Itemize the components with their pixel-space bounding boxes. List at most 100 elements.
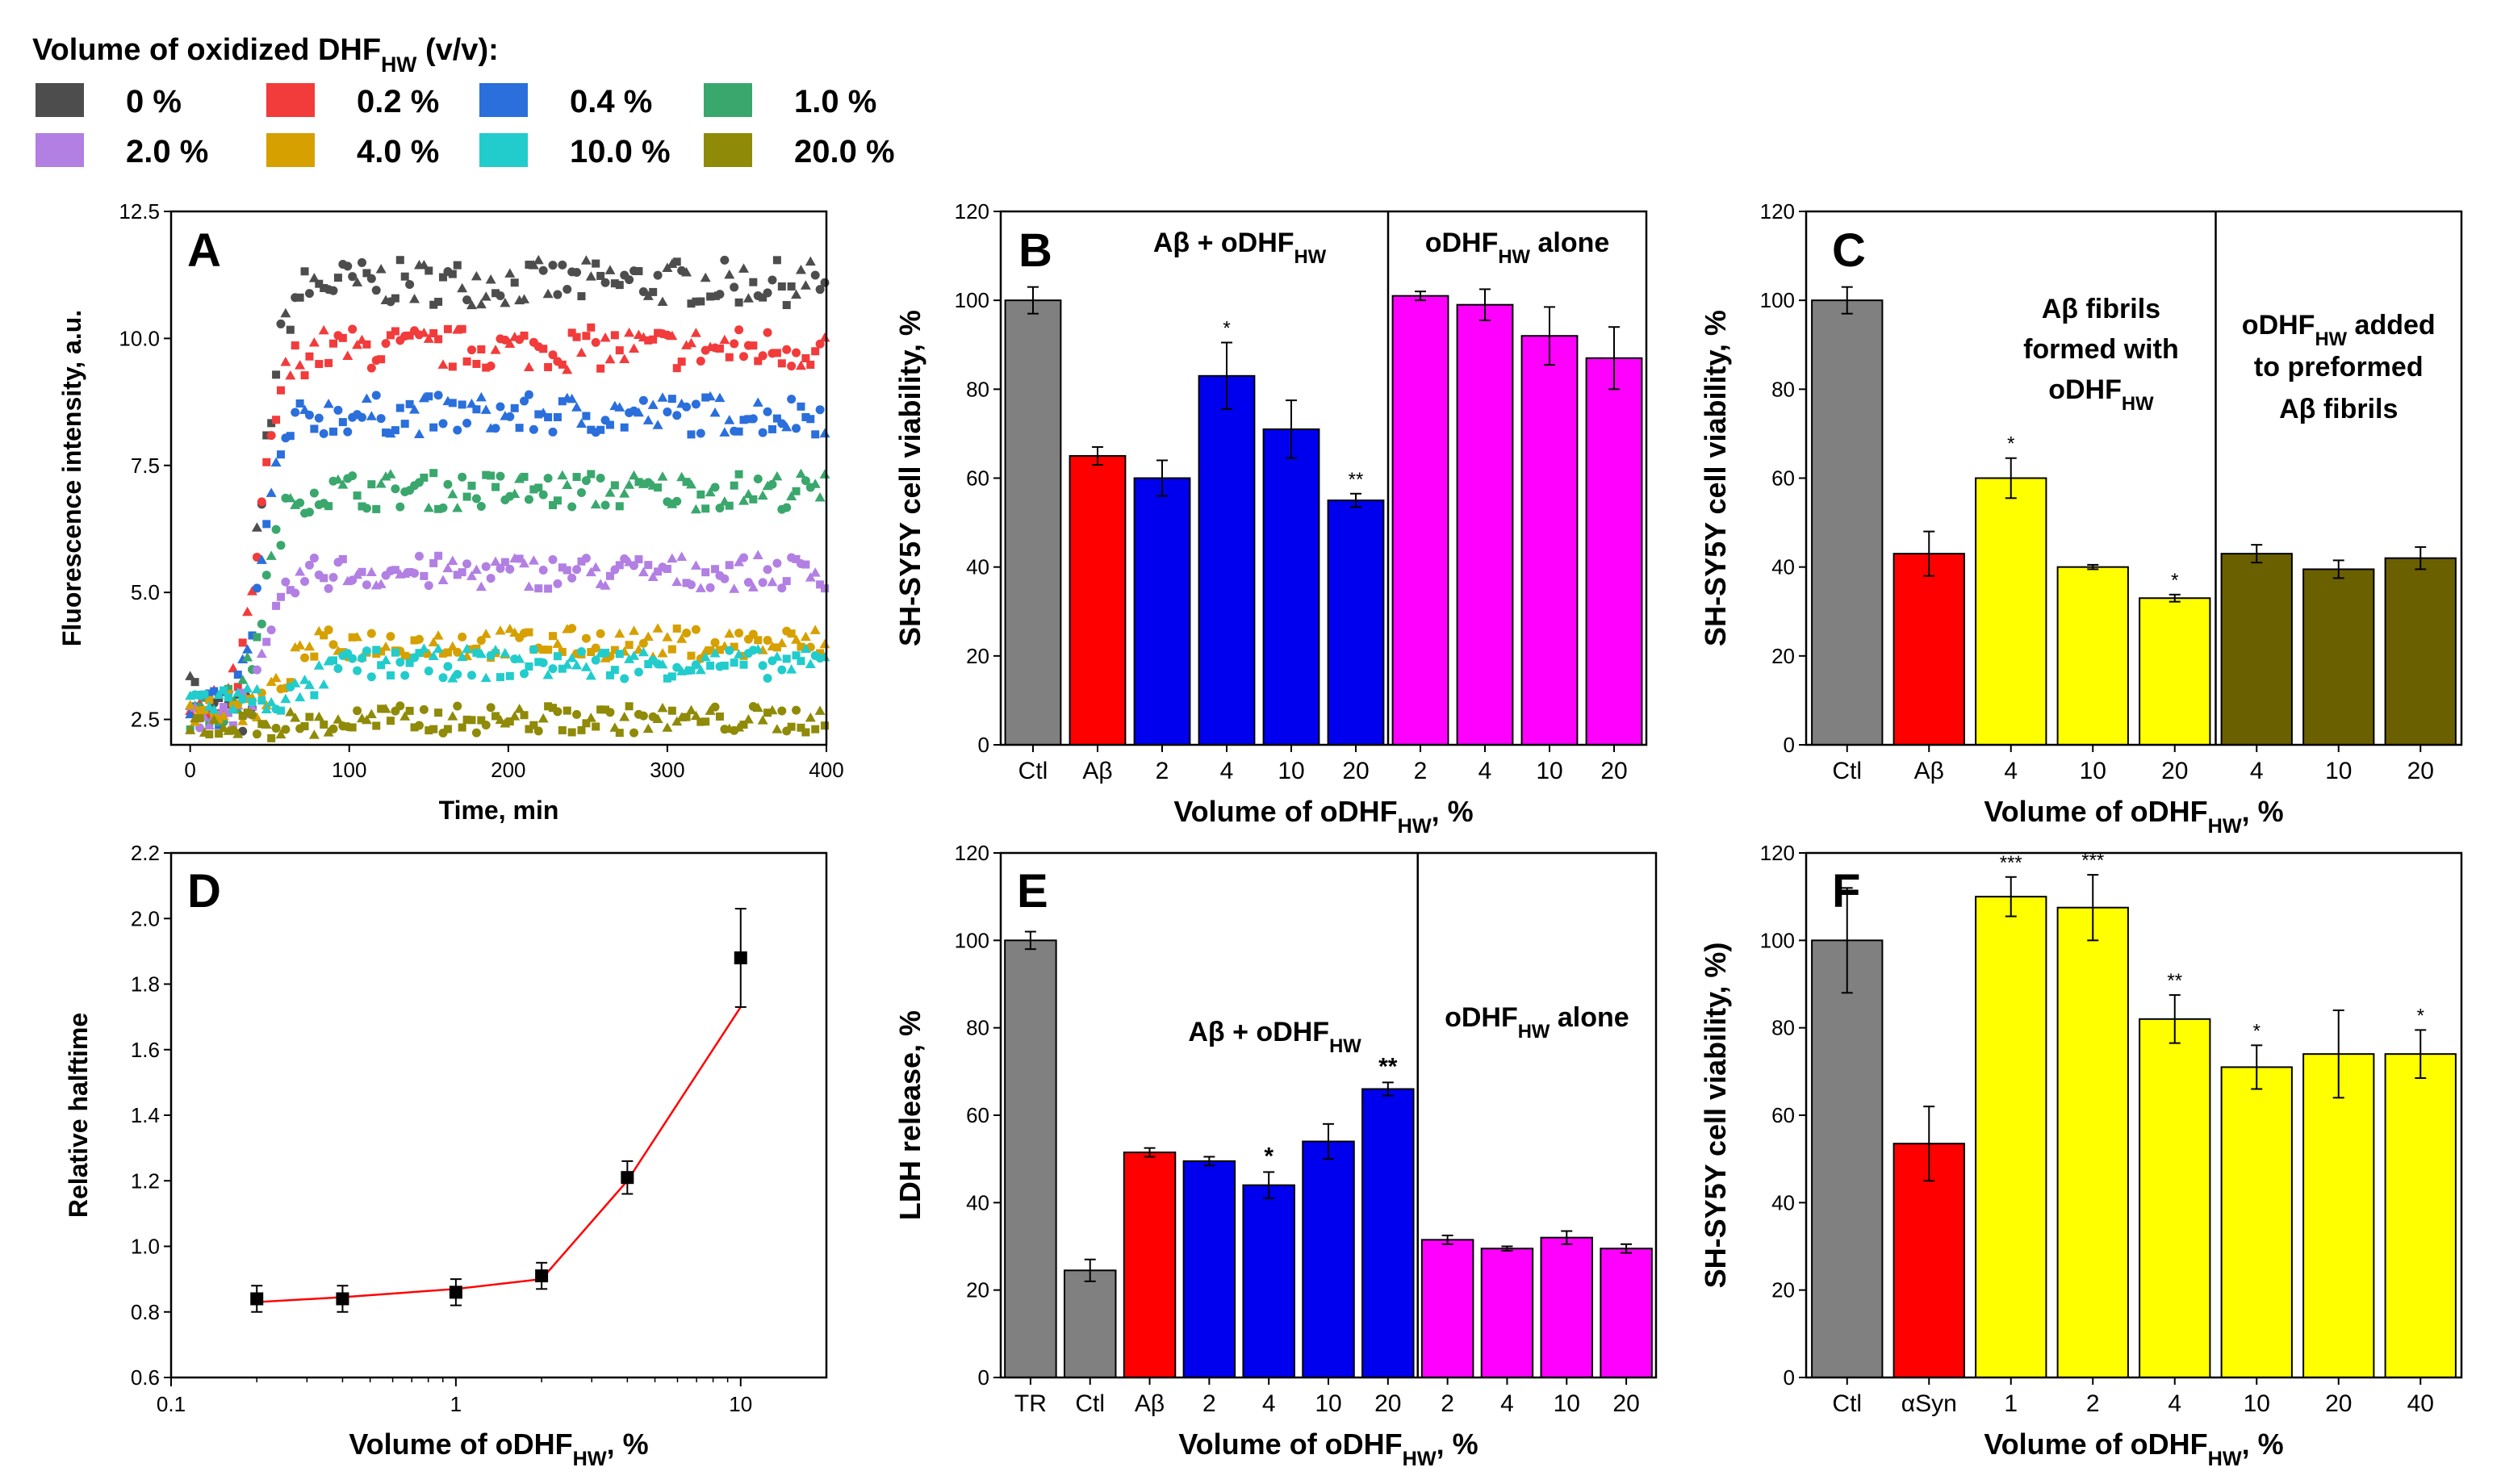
panel-a-data-point bbox=[786, 491, 797, 501]
panel-a-data-point bbox=[280, 357, 291, 366]
panel-a-kinetics-scatter: 0 100 200 300 400 2.5 5.0 7.5 10.0 12.5 A Time, min… bbox=[57, 199, 844, 825]
panel-a-data-point bbox=[338, 333, 347, 342]
panel-a-data-point bbox=[453, 571, 462, 579]
panel-a-data-point bbox=[251, 683, 262, 694]
panel-a-data-point bbox=[515, 424, 524, 433]
panel-a-data-point bbox=[629, 561, 639, 571]
panel-a-data-point bbox=[482, 363, 491, 372]
panel-a-data-point bbox=[261, 571, 271, 580]
panel-a-data-point bbox=[380, 704, 391, 713]
panel-a-data-point bbox=[801, 353, 810, 362]
panel-a-data-point bbox=[243, 709, 252, 717]
panel-a-data-point bbox=[272, 416, 281, 424]
panel-a-data-point bbox=[791, 289, 802, 299]
panel-a-data-point bbox=[700, 272, 711, 282]
panel-a-data-point bbox=[232, 687, 244, 697]
panel-a-data-point bbox=[758, 428, 767, 437]
panel-a-data-point bbox=[552, 638, 563, 648]
panel-a-data-point bbox=[315, 360, 324, 369]
panel-a-letter: A bbox=[187, 224, 221, 277]
panel-a-data-point bbox=[687, 430, 696, 439]
panel-a-data-point bbox=[496, 673, 504, 682]
panel-d-data-point bbox=[449, 1285, 462, 1299]
panel-a-data-point bbox=[538, 490, 548, 500]
panel-c-letter: C bbox=[1832, 224, 1866, 277]
panel-a-data-point bbox=[429, 300, 438, 309]
legend-label: 0.4 % bbox=[570, 84, 652, 119]
panel-e-xlabel-sub: HW bbox=[1403, 1448, 1437, 1470]
panel-c-xtick-label: 4 bbox=[2250, 758, 2264, 784]
panel-a-data-point bbox=[338, 418, 347, 427]
panel-a-data-point bbox=[690, 328, 701, 337]
panel-a-data-point bbox=[438, 419, 448, 428]
panel-a-data-point bbox=[496, 563, 505, 573]
panel-a-data-point bbox=[252, 729, 261, 739]
panel-a-data-point bbox=[491, 289, 500, 298]
panel-a-data-point bbox=[238, 712, 247, 721]
panel-a-data-point bbox=[439, 649, 448, 658]
panel-a-data-point bbox=[528, 555, 539, 565]
panel-a-data-point bbox=[691, 399, 701, 409]
panel-a-data-point bbox=[663, 407, 672, 416]
panel-a-data-point bbox=[614, 402, 625, 412]
panel-d-ytick-label: 2.2 bbox=[131, 841, 160, 865]
panel-b-xtick-label: 20 bbox=[1600, 758, 1627, 784]
panel-c-viability-bars: 0 20 40 60 80 100 120 Ctl Aβ * 4 10 * 20 4 10 20 C SH-SY5Y… bbox=[1699, 199, 2463, 838]
panel-a-data-point bbox=[243, 695, 252, 704]
panel-b-ylabel: SH-SY5Y cell viability, % bbox=[893, 310, 926, 646]
panel-a-data-point bbox=[682, 478, 691, 487]
panel-a-data-point bbox=[352, 339, 363, 349]
panel-a-data-point bbox=[285, 370, 296, 380]
panel-f-bar bbox=[2139, 1018, 2211, 1379]
panel-a-data-point bbox=[466, 345, 476, 355]
panel-a-data-point bbox=[313, 660, 324, 670]
panel-e-frame bbox=[999, 851, 1658, 1379]
panel-a-data-point bbox=[262, 458, 271, 466]
panel-a-data-point bbox=[792, 705, 801, 715]
panel-a-data-point bbox=[462, 357, 471, 366]
panel-a-data-point bbox=[548, 427, 558, 437]
panel-a-data-point bbox=[763, 636, 772, 646]
panel-d-xlabel: Volume of oDHFHW, % bbox=[349, 1428, 648, 1470]
panel-a-data-point bbox=[286, 325, 295, 334]
panel-e-annotation-left-main: Aβ + oDHF bbox=[1188, 1017, 1329, 1047]
panel-a-data-point bbox=[496, 291, 505, 301]
panel-a-data-point bbox=[405, 567, 414, 576]
panel-c-ytick-label: 120 bbox=[1760, 199, 1795, 224]
panel-a-data-point bbox=[685, 704, 696, 715]
panel-a-data-point bbox=[309, 554, 319, 563]
panel-a-data-point bbox=[467, 716, 476, 725]
panel-a-data-point bbox=[596, 364, 605, 373]
panel-a-data-point bbox=[343, 427, 353, 437]
panel-a-xtick-label: 0 bbox=[184, 758, 195, 782]
panel-a-data-point bbox=[429, 725, 438, 734]
panel-a-data-point bbox=[480, 291, 491, 301]
panel-a-data-point bbox=[414, 551, 424, 561]
panel-a-data-point bbox=[739, 352, 749, 362]
panel-a-data-point bbox=[763, 288, 772, 298]
panel-a-data-point bbox=[548, 555, 558, 565]
panel-a-data-point bbox=[361, 714, 372, 725]
panel-a-data-point bbox=[687, 666, 696, 675]
panel-f-xlabel-sub: HW bbox=[2208, 1448, 2242, 1470]
panel-a-data-point bbox=[385, 428, 396, 438]
panel-a-data-point bbox=[695, 664, 706, 675]
panel-b-ytick-label: 60 bbox=[966, 466, 989, 491]
panel-a-data-point bbox=[562, 479, 573, 490]
panel-a-data-point bbox=[523, 581, 534, 591]
panel-a-data-point bbox=[462, 295, 472, 305]
panel-a-data-point bbox=[777, 583, 787, 593]
panel-a-data-point bbox=[304, 560, 314, 570]
panel-a-data-point bbox=[634, 667, 643, 677]
panel-a-data-point bbox=[257, 720, 266, 729]
panel-a-data-point bbox=[271, 525, 281, 534]
panel-a-data-point bbox=[195, 706, 204, 715]
panel-a-data-point bbox=[405, 399, 414, 408]
panel-a-data-point bbox=[772, 256, 781, 265]
panel-a-data-point bbox=[400, 420, 409, 428]
panel-a-data-point bbox=[724, 269, 735, 279]
panel-a-data-point bbox=[601, 648, 610, 657]
panel-b-bar bbox=[1456, 303, 1514, 746]
panel-e-xtick-label: Aβ bbox=[1135, 1390, 1165, 1417]
panel-c-bar bbox=[1975, 477, 2047, 746]
